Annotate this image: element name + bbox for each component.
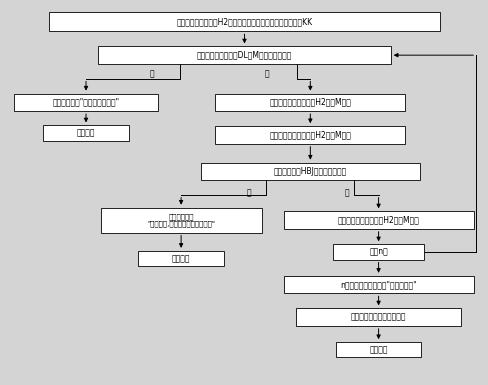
Text: 结束任务: 结束任务 <box>77 129 95 137</box>
Text: 否: 否 <box>264 70 268 79</box>
Text: 断路器辅助常闭接点DL在M毫秒内是否断开: 断路器辅助常闭接点DL在M毫秒内是否断开 <box>196 51 292 60</box>
FancyBboxPatch shape <box>101 208 261 233</box>
Text: 显示模块显示
"合闸成功,断路器处于亚健康状态": 显示模块显示 "合闸成功,断路器处于亚健康状态" <box>147 213 215 227</box>
FancyBboxPatch shape <box>335 342 420 357</box>
FancyBboxPatch shape <box>283 276 473 293</box>
FancyBboxPatch shape <box>14 94 158 111</box>
FancyBboxPatch shape <box>49 12 439 32</box>
FancyBboxPatch shape <box>295 308 461 326</box>
FancyBboxPatch shape <box>215 94 405 111</box>
Text: 微处理器控制开关器件H2断开M毫秒: 微处理器控制开关器件H2断开M毫秒 <box>269 98 350 107</box>
Text: 微处理器检测HBJ的触点是否断开: 微处理器检测HBJ的触点是否断开 <box>273 167 346 176</box>
FancyBboxPatch shape <box>215 126 405 144</box>
Text: n次后，显示模块显示"断路器故障": n次后，显示模块显示"断路器故障" <box>340 280 416 289</box>
Text: 微处理器控制开关器件H2断开M毫秒: 微处理器控制开关器件H2断开M毫秒 <box>337 216 419 224</box>
FancyBboxPatch shape <box>200 162 419 180</box>
Text: 重复n次: 重复n次 <box>368 248 387 256</box>
FancyBboxPatch shape <box>43 126 128 141</box>
Text: 是: 是 <box>246 188 251 197</box>
Text: 是: 是 <box>149 70 154 79</box>
Text: 微处理器控制开关器件H2接通M毫秒: 微处理器控制开关器件H2接通M毫秒 <box>269 131 350 139</box>
FancyBboxPatch shape <box>138 251 224 266</box>
FancyBboxPatch shape <box>333 244 423 259</box>
Text: 微处理器给开关器件H2合闸信号或者按下手动操作开关开关KK: 微处理器给开关器件H2合闸信号或者按下手动操作开关开关KK <box>176 17 312 26</box>
FancyBboxPatch shape <box>283 211 473 229</box>
Text: 结束任务: 结束任务 <box>368 345 387 354</box>
Text: 结束任务: 结束任务 <box>171 254 190 263</box>
FancyBboxPatch shape <box>98 46 390 64</box>
Text: 显示模块显示"断路器正常合闸": 显示模块显示"断路器正常合闸" <box>52 98 120 107</box>
Text: 声光报警模块发出声光报警: 声光报警模块发出声光报警 <box>350 313 406 322</box>
Text: 否: 否 <box>344 188 348 197</box>
